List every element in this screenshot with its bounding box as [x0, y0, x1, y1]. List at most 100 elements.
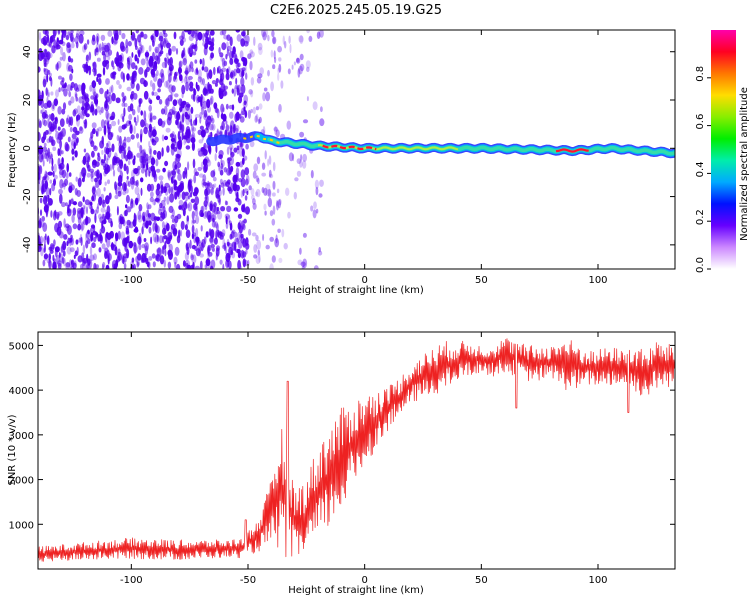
spectrum-blob [65, 225, 70, 232]
spectrum-blob [187, 161, 190, 171]
spectrum-blob [202, 41, 207, 47]
spectrum-blob [190, 118, 193, 127]
spectrum-blob [296, 158, 302, 165]
spectrum-blob [150, 155, 154, 160]
spectrum-blob [200, 77, 204, 85]
spectrum-blob [49, 125, 55, 132]
spectrum-blob [146, 217, 151, 222]
spectrum-blob [45, 171, 48, 178]
spectrum-blob [43, 67, 46, 72]
spectrum-blob [222, 107, 225, 112]
spectrum-blob [145, 66, 150, 73]
spectrum-blob [96, 206, 99, 214]
spectrum-blob [75, 33, 80, 38]
spectrum-blob [71, 156, 75, 161]
spectrum-blob [249, 140, 255, 148]
spectrum-blob [70, 234, 73, 239]
spectrum-blob [148, 45, 152, 52]
spectrum-blob [127, 40, 132, 47]
spectrum-blob [219, 52, 224, 58]
spectrum-blob [195, 215, 200, 225]
spectrum-blob [91, 160, 97, 169]
spectrum-blob [238, 220, 242, 227]
spectrum-blob [135, 197, 140, 203]
spectrum-blob [178, 205, 182, 210]
spectrum-blob [41, 215, 45, 222]
spectrum-blob [70, 32, 74, 42]
spectrum-blob [132, 176, 135, 183]
snr-series-line [38, 338, 675, 562]
spectrum-blob [96, 76, 99, 82]
spectrum-blob [70, 42, 75, 49]
spectrum-blob [124, 188, 129, 194]
spectrum-blob [228, 247, 233, 255]
spectrum-blob [42, 159, 45, 167]
spectrum-blob [148, 61, 153, 71]
spectrum-blob [75, 93, 78, 98]
spectrum-blob [219, 73, 223, 83]
spectrum-blob [231, 252, 236, 259]
spectrum-blob [184, 224, 188, 231]
spectrum-blob [267, 34, 270, 42]
spectrum-blob [189, 239, 192, 249]
spectrum-blob [39, 165, 43, 175]
spectrum-blob [63, 180, 66, 190]
spectrum-blob [274, 238, 280, 248]
spectrum-blob [102, 214, 106, 221]
spectrum-blob [185, 125, 191, 135]
x-tick-label: 100 [588, 575, 607, 586]
spectrum-blob [75, 138, 79, 146]
spectrum-blob [153, 73, 158, 82]
spectrum-blob [274, 56, 277, 64]
spectrum-blob [42, 183, 47, 193]
spectrum-blob [80, 263, 84, 269]
spectrum-blob [156, 70, 159, 77]
spectrum-blob [124, 123, 128, 127]
spectrum-blob [245, 143, 249, 150]
spectrum-blob [132, 167, 135, 174]
spectrum-blob [253, 254, 258, 259]
spectrum-blob [164, 249, 167, 257]
spectrum-blob [138, 67, 144, 75]
spectrum-blob [65, 34, 70, 41]
spectrum-blob [66, 163, 69, 173]
spectrum-blob [77, 84, 82, 92]
spectrum-blob [106, 42, 111, 51]
spectrum-blob [93, 96, 98, 104]
spectrum-blob [199, 116, 202, 124]
spectrum-blob [94, 108, 98, 116]
spectrum-blob [237, 259, 241, 269]
spectrum-blob [58, 252, 61, 258]
spectrum-blob [52, 104, 55, 110]
spectrum-blob [141, 226, 144, 235]
spectrum-blob [200, 206, 204, 215]
spectrum-blob [245, 72, 248, 80]
spectrum-blob [181, 204, 184, 211]
spectrum-blob [215, 78, 219, 84]
spectrum-blob [182, 57, 188, 66]
spectrum-blob [166, 40, 169, 46]
spectrum-blob [46, 89, 50, 97]
spectrum-blob [70, 30, 74, 34]
spectrum-blob [156, 95, 161, 101]
spectrum-blob [176, 154, 181, 159]
spectrum-blob [125, 204, 128, 209]
spectrum-blob [126, 165, 129, 175]
spectrum-blob [90, 171, 96, 178]
spectrum-blob [47, 151, 53, 160]
spectrum-blob [245, 174, 250, 185]
spectrum-blob [194, 30, 200, 37]
spectrum-blob [68, 91, 72, 98]
spectrum-blob [115, 97, 121, 104]
y-tick-label: -20 [22, 188, 33, 204]
spectrum-blob [197, 76, 202, 83]
spectrum-blob [167, 169, 171, 179]
x-tick-label: -100 [120, 275, 143, 286]
spectrum-blob [122, 115, 125, 123]
spectrum-blob [109, 86, 112, 94]
spectrum-blob [125, 179, 130, 187]
spectrum-blob [214, 153, 217, 162]
spectrum-blob [191, 131, 196, 142]
spectrum-blob [100, 106, 104, 114]
spectrum-blob [57, 262, 62, 269]
